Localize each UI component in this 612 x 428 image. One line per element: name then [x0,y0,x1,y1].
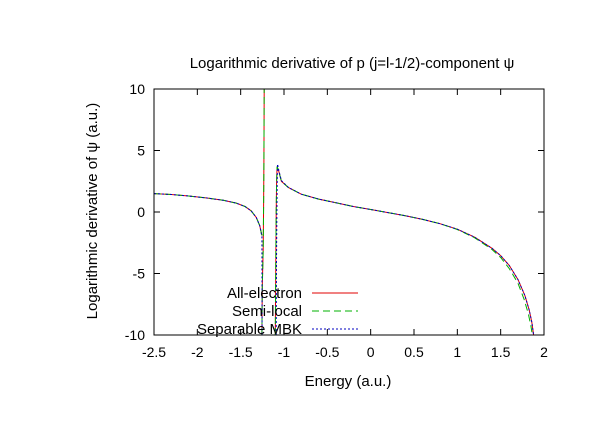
plot-frame [153,88,545,336]
legend-label: Separable MBK [197,321,302,338]
y-tick-label: 0 [137,204,145,220]
series-line-1 [154,193,263,236]
x-tick-label: 2 [540,344,548,360]
series-line-0 [154,193,263,236]
x-tick-label: 1.5 [491,344,511,360]
series-line-0 [274,166,535,335]
x-tick-label: -0.5 [315,344,339,360]
x-tick-label: 0 [367,344,375,360]
y-axis-label: Logarithmic derivative of ψ (a.u.) [84,103,101,320]
y-tick-label: 10 [129,81,145,97]
x-axis-label: Energy (a.u.) [305,373,392,390]
y-tick-label: 5 [137,143,145,159]
x-tick-label: 1 [453,344,461,360]
series-line-1 [274,166,533,335]
x-tick-label: 0.5 [404,344,424,360]
x-tick-label: -2 [191,344,204,360]
legend-label: Semi-local [232,303,302,320]
x-tick-label: -1.5 [229,344,253,360]
x-tick-label: -2.5 [142,344,166,360]
legend-label: All-electron [227,285,302,302]
y-tick-label: -10 [125,327,145,343]
chart-title: Logarithmic derivative of p (j=l-1/2)-co… [190,55,515,72]
y-tick-label: -5 [133,266,146,282]
plot-series [154,89,535,335]
series-line-2 [275,163,535,335]
axis-ticks: -2.5 -2 -1.5 -1 -0.5 0 0.5 1 1.5 2 10 5 0 -5 -10 [125,81,548,360]
x-tick-label: -1 [278,344,291,360]
